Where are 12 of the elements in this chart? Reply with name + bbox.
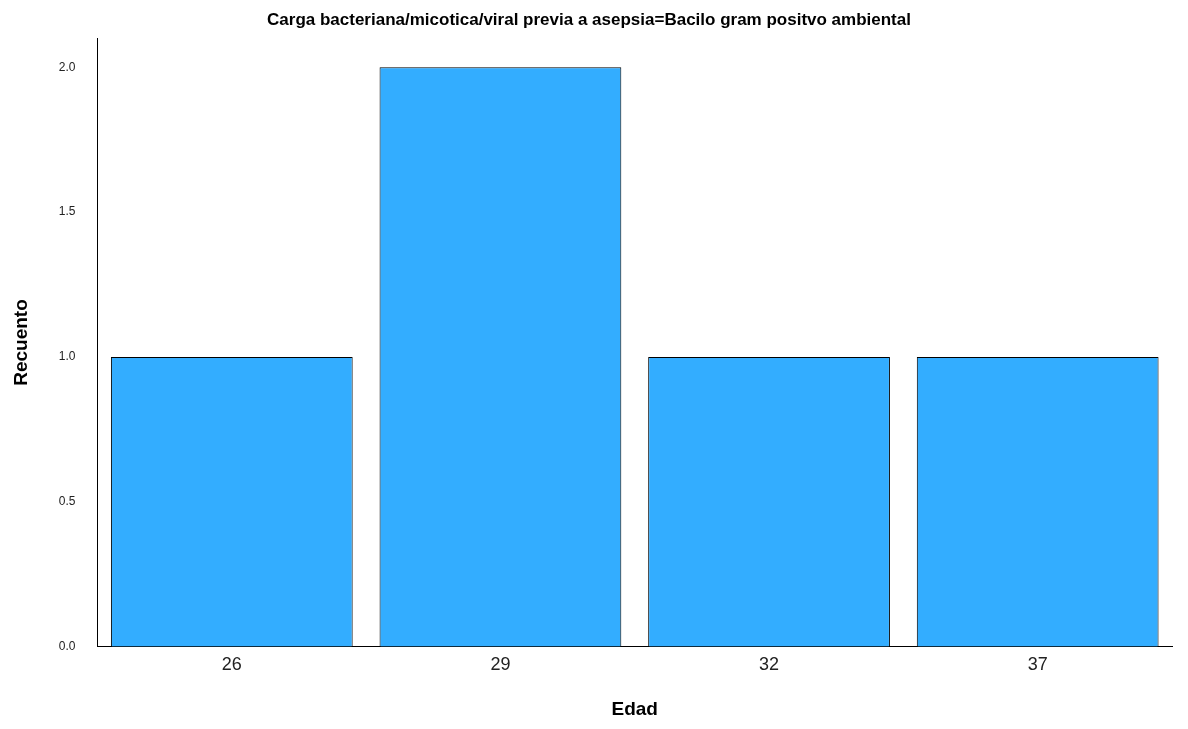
y-tick-label: 1.0	[58, 349, 76, 364]
y-tick-label: 0.5	[58, 494, 76, 509]
y-tick-label: 2.0	[58, 59, 76, 74]
x-axis-title: Edad	[611, 697, 658, 719]
y-axis-title: Recuento	[9, 299, 31, 386]
y-tick-label: 1.5	[58, 204, 76, 219]
x-tick-label: 26	[221, 654, 242, 675]
x-tick-label: 37	[1027, 654, 1048, 675]
x-tick-label: 32	[759, 654, 780, 675]
x-tick-label: 29	[490, 654, 511, 675]
y-tick-label: 0.0	[58, 638, 76, 653]
chart-title: Carga bacteriana/micotica/viral previa a asepsia=Bacilo gram positvo ambiental	[267, 9, 911, 29]
